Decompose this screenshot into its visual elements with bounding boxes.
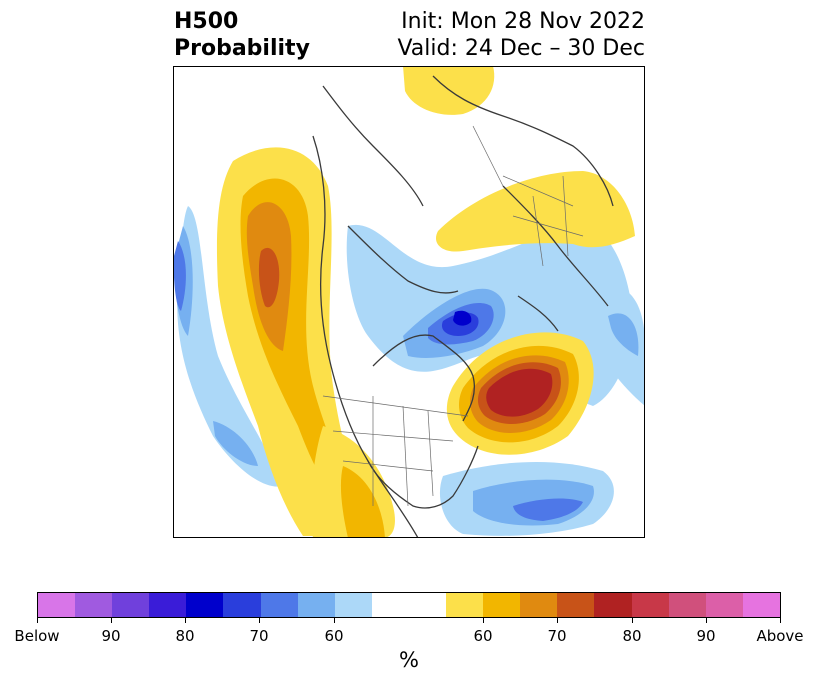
title-field: Probability xyxy=(174,36,310,61)
colorbar-cell xyxy=(334,593,372,617)
colorbar-tick xyxy=(780,618,781,623)
colorbar-tick xyxy=(632,618,633,623)
colorbar-cell xyxy=(408,593,447,617)
colorbar-cell xyxy=(557,593,595,617)
colorbar-tick-label: 80 xyxy=(175,627,195,645)
colorbar-tick-label: Above xyxy=(756,627,804,645)
map-frame xyxy=(173,66,645,538)
colorbar-cell xyxy=(75,593,113,617)
political-borders xyxy=(322,125,584,507)
colorbar-cell xyxy=(112,593,150,617)
colorbar-cell xyxy=(631,593,669,617)
colorbar-tick-label: 70 xyxy=(547,627,567,645)
colorbar-cell xyxy=(186,593,224,617)
colorbar-units: % xyxy=(399,648,419,672)
colorbar-tick-label: 70 xyxy=(249,627,269,645)
colorbar-tick xyxy=(557,618,558,623)
valid-range: Valid: 24 Dec – 30 Dec xyxy=(397,36,645,61)
colorbar-tick-label: Below xyxy=(14,627,60,645)
colorbar-cell xyxy=(594,593,632,617)
colorbar-cell xyxy=(297,593,335,617)
colorbar-cell xyxy=(742,593,780,617)
init-date: Init: Mon 28 Nov 2022 xyxy=(401,9,645,34)
colorbar-tick xyxy=(185,618,186,623)
colorbar-cell xyxy=(38,593,76,617)
colorbar-cell xyxy=(483,593,521,617)
colorbar-tick-label: 60 xyxy=(473,627,493,645)
colorbar-cell xyxy=(705,593,743,617)
colorbar-tick-label: 60 xyxy=(324,627,344,645)
probability-shading xyxy=(173,66,645,538)
title-variable: H500 xyxy=(174,9,239,34)
colorbar-cell xyxy=(446,593,484,617)
map-title: H500 Probability xyxy=(174,8,310,62)
map-canvas xyxy=(173,66,645,538)
colorbar-cell xyxy=(520,593,558,617)
colorbar-tick xyxy=(259,618,260,623)
coastlines xyxy=(312,75,614,538)
colorbar-cell xyxy=(260,593,298,617)
colorbar-tick-label: 80 xyxy=(622,627,642,645)
probability-map xyxy=(173,66,645,538)
colorbar-tick xyxy=(334,618,335,623)
colorbar-cell xyxy=(149,593,187,617)
colorbar-tick xyxy=(706,618,707,623)
colorbar-tick-label: 90 xyxy=(696,627,716,645)
colorbar-cell xyxy=(668,593,706,617)
map-dates: Init: Mon 28 Nov 2022 Valid: 24 Dec – 30… xyxy=(397,8,645,62)
colorbar-tick xyxy=(111,618,112,623)
colorbar-tick xyxy=(483,618,484,623)
colorbar-tick-label: 90 xyxy=(101,627,121,645)
colorbar-cell xyxy=(223,593,261,617)
colorbar-tick xyxy=(37,618,38,623)
colorbar xyxy=(37,592,781,618)
colorbar-cell xyxy=(371,593,409,617)
